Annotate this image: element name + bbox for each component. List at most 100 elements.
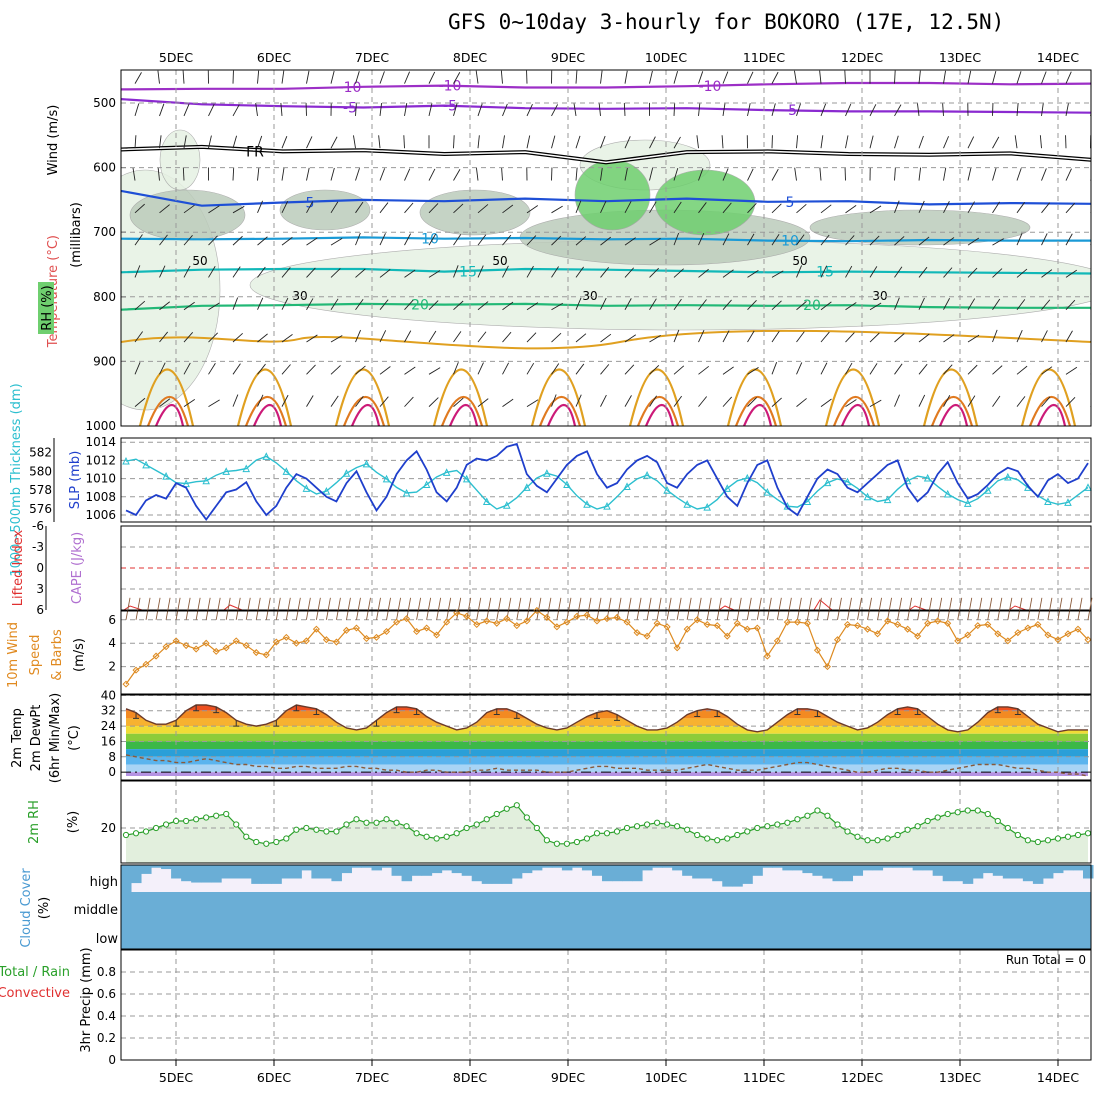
wind-barb — [208, 104, 215, 117]
wind-frame — [120, 610, 1092, 695]
wind-barb — [501, 167, 503, 181]
rh-contour-label: 50 — [192, 254, 207, 268]
wind-barb — [330, 201, 339, 214]
rh-area-6 — [419, 189, 531, 236]
wind10m-barb — [255, 597, 261, 620]
wind-barb — [600, 394, 607, 407]
wind-barb — [1090, 340, 1091, 343]
wind-barb — [403, 135, 405, 149]
wind-barb — [820, 398, 832, 407]
date-label-top: 7DEC — [355, 50, 389, 65]
wind-barb — [159, 362, 166, 375]
wind-barb — [894, 363, 903, 375]
rh2m-point — [463, 824, 470, 832]
wind-barb — [428, 397, 439, 407]
wind-barb — [551, 332, 562, 343]
wind10m-barb — [215, 597, 221, 620]
wind-barb — [796, 103, 801, 117]
wind-barb — [1065, 71, 1072, 84]
wind-point — [763, 652, 771, 660]
temp-color-band — [126, 726, 1088, 734]
rh2m-point — [1044, 837, 1052, 844]
wind-barb — [698, 102, 701, 116]
rh2m-point — [132, 830, 140, 837]
wind-barb — [134, 362, 141, 375]
wind-barb — [257, 363, 266, 375]
wind-point — [473, 620, 481, 629]
thickness-point — [703, 503, 712, 511]
wind-barb — [1016, 102, 1019, 116]
wind-barb — [796, 301, 807, 311]
wind-barb — [649, 395, 657, 407]
wind-point — [783, 618, 791, 626]
date-label-bottom: 6DEC — [257, 1070, 291, 1085]
wind10m-barb — [676, 597, 682, 620]
wind-barb — [624, 201, 632, 214]
temp-minmax-bar — [313, 708, 320, 716]
wind-point — [443, 618, 451, 626]
rh-contour-label: 30 — [872, 289, 887, 303]
wind-barb — [257, 297, 264, 310]
wind-barb — [428, 270, 441, 278]
cloud-high-bar — [331, 865, 342, 882]
wind10m-barb — [616, 597, 622, 620]
cloud-high-bar — [862, 865, 874, 871]
wind-barb — [159, 204, 170, 214]
rh2m-point — [543, 837, 550, 844]
rh2m-point — [834, 821, 841, 828]
lowlevel-temp-contour — [236, 368, 293, 426]
wind-barb — [624, 395, 632, 407]
wind-barb — [918, 333, 930, 343]
cloud-high-bar — [581, 865, 593, 871]
wind-barb — [894, 297, 900, 310]
cloud-high-bar — [812, 865, 823, 876]
wind-barb — [355, 365, 366, 375]
wind-barb — [404, 233, 412, 246]
wind10m-panel: 6 4 2 10m Wind Speed & Barbs (m/s) — [6, 597, 1093, 695]
thickness-point — [963, 499, 972, 507]
cloud-high-bar — [561, 865, 573, 871]
wind-barb — [967, 298, 976, 310]
wind10m-barb — [907, 597, 913, 620]
wind-barb — [1065, 269, 1078, 278]
rh2m-point — [443, 833, 450, 840]
wind-barb — [673, 365, 685, 375]
lowlevel-temp-contour — [1020, 368, 1077, 426]
cloud-high-bar — [802, 865, 813, 874]
wind-barb — [183, 398, 196, 407]
wind-point — [242, 642, 250, 650]
wind-barb — [747, 103, 751, 117]
cloud-middle-low — [121, 892, 1091, 949]
wind10m-barb — [1087, 597, 1093, 620]
wind-barb — [698, 299, 707, 310]
wind-barb — [673, 167, 679, 181]
wind-barb — [306, 70, 310, 84]
cloud-high-bar — [251, 865, 262, 884]
wind-barb — [722, 299, 732, 311]
lowlevel-temp-contour — [824, 368, 881, 426]
wind-barb — [943, 334, 955, 343]
date-label-top: 14DEC — [1037, 50, 1079, 65]
rh2m-point — [804, 812, 811, 819]
wind-barb — [1041, 233, 1048, 246]
wind-barb — [159, 265, 166, 278]
wind10m-barb — [1047, 597, 1053, 620]
wind-point — [914, 632, 922, 640]
rh2m-point — [623, 824, 631, 832]
lowlevel-temp-contour — [840, 404, 871, 426]
rh2m-point — [213, 812, 220, 819]
wind-point — [813, 646, 821, 654]
wind-barb — [894, 266, 903, 278]
wind-barb — [183, 204, 195, 214]
thickness-point — [162, 471, 170, 480]
rh2m-point — [503, 805, 510, 812]
wind-barb — [575, 200, 582, 213]
rh-frame — [120, 780, 1092, 864]
wind-point — [423, 624, 431, 632]
li-ytick: 6 — [36, 603, 44, 617]
wind-point — [894, 620, 902, 629]
wind-barb — [526, 362, 535, 375]
cloud-high-bar — [201, 865, 212, 883]
wind-barb — [869, 399, 882, 408]
thickness-point — [663, 486, 671, 494]
